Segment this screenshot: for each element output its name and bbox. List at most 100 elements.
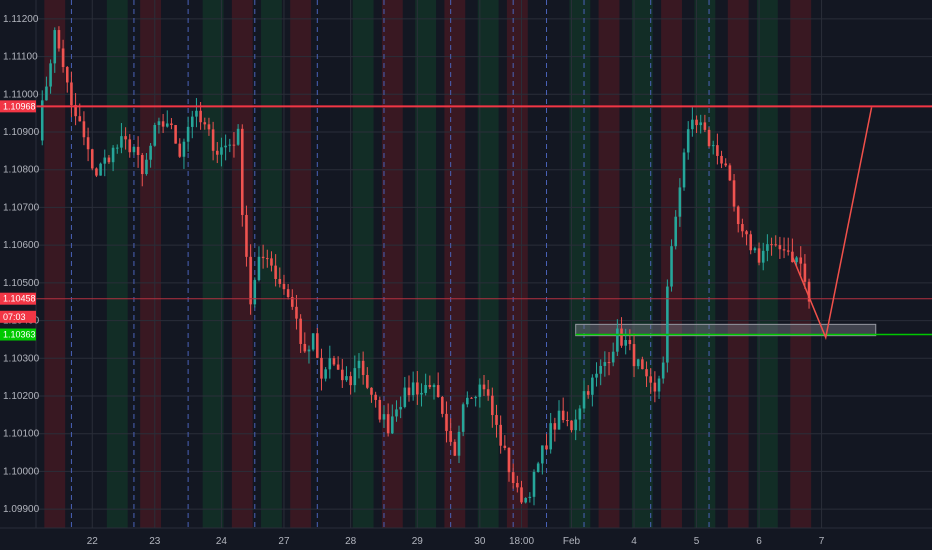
- candle-body[interactable]: [378, 399, 382, 420]
- candle-body[interactable]: [536, 463, 540, 472]
- candle-body[interactable]: [499, 424, 502, 446]
- candle-body[interactable]: [461, 404, 465, 432]
- candle-body[interactable]: [766, 244, 769, 251]
- candle-body[interactable]: [728, 165, 732, 181]
- candle-body[interactable]: [311, 333, 315, 350]
- candle-body[interactable]: [561, 410, 565, 421]
- candle-body[interactable]: [503, 445, 507, 448]
- horizontal-levels[interactable]: [36, 105, 932, 336]
- candle-body[interactable]: [541, 445, 544, 464]
- candle-body[interactable]: [328, 358, 332, 370]
- candle-body[interactable]: [466, 397, 469, 405]
- candle-body[interactable]: [257, 256, 261, 281]
- candle-body[interactable]: [795, 257, 798, 263]
- candle-body[interactable]: [386, 414, 390, 434]
- candle-body[interactable]: [757, 248, 761, 263]
- candle-body[interactable]: [511, 472, 515, 483]
- candle-body[interactable]: [153, 125, 157, 146]
- candle-body[interactable]: [416, 382, 419, 395]
- candle-body[interactable]: [357, 360, 361, 369]
- candle-body[interactable]: [203, 122, 207, 125]
- candle-body[interactable]: [407, 387, 411, 396]
- candle-body[interactable]: [57, 30, 61, 49]
- candle-body[interactable]: [707, 129, 711, 147]
- candle-body[interactable]: [699, 122, 702, 126]
- candle-body[interactable]: [361, 360, 365, 375]
- candle-body[interactable]: [128, 139, 132, 153]
- candle-body[interactable]: [170, 123, 173, 126]
- candle-body[interactable]: [749, 234, 753, 251]
- candle-body[interactable]: [145, 159, 148, 175]
- projection-line[interactable]: [791, 107, 873, 341]
- candle-body[interactable]: [611, 351, 615, 363]
- candle-body[interactable]: [736, 206, 740, 225]
- candle-body[interactable]: [724, 163, 728, 166]
- candle-body[interactable]: [674, 216, 677, 247]
- candle-body[interactable]: [436, 385, 440, 398]
- candle-body[interactable]: [82, 121, 86, 138]
- candle-body[interactable]: [532, 471, 536, 497]
- candle-body[interactable]: [224, 145, 227, 148]
- candle-body[interactable]: [324, 369, 327, 379]
- candle-body[interactable]: [716, 145, 719, 156]
- candle-body[interactable]: [124, 136, 127, 140]
- candle-body[interactable]: [199, 110, 202, 123]
- candle-body[interactable]: [653, 382, 657, 392]
- candle-body[interactable]: [186, 126, 190, 142]
- candle-body[interactable]: [786, 250, 790, 252]
- candle-body[interactable]: [624, 340, 627, 346]
- candle-body[interactable]: [457, 431, 461, 456]
- candle-body[interactable]: [120, 136, 123, 148]
- candle-body[interactable]: [207, 124, 211, 130]
- candle-body[interactable]: [720, 155, 723, 164]
- candle-body[interactable]: [545, 445, 548, 450]
- support-zone[interactable]: [575, 323, 877, 337]
- candle-body[interactable]: [774, 244, 778, 246]
- candle-body[interactable]: [745, 231, 748, 235]
- candle-body[interactable]: [174, 125, 177, 144]
- candle-body[interactable]: [220, 147, 223, 155]
- candle-body[interactable]: [595, 373, 598, 378]
- candle-body[interactable]: [270, 258, 273, 266]
- candle-body[interactable]: [307, 349, 311, 352]
- candle-body[interactable]: [299, 318, 302, 344]
- candle-body[interactable]: [228, 144, 232, 146]
- candle-body[interactable]: [349, 376, 352, 386]
- candle-body[interactable]: [449, 430, 452, 442]
- candle-body[interactable]: [366, 374, 369, 388]
- candle-body[interactable]: [61, 48, 65, 68]
- candle-body[interactable]: [303, 343, 307, 352]
- candle-body[interactable]: [441, 397, 444, 414]
- price-tag[interactable]: 07:03: [0, 310, 36, 323]
- candle-body[interactable]: [232, 144, 236, 146]
- candle-body[interactable]: [278, 278, 282, 284]
- candle-body[interactable]: [65, 67, 69, 83]
- candle-body[interactable]: [549, 423, 552, 450]
- candle-body[interactable]: [178, 143, 182, 157]
- candle-body[interactable]: [591, 377, 594, 395]
- candle-body[interactable]: [482, 384, 486, 390]
- candle-body[interactable]: [474, 396, 477, 399]
- candle-body[interactable]: [636, 359, 640, 367]
- candle-body[interactable]: [49, 63, 52, 87]
- candle-body[interactable]: [516, 482, 519, 488]
- candle-body[interactable]: [215, 150, 219, 155]
- candle-body[interactable]: [345, 376, 348, 381]
- candle-body[interactable]: [495, 415, 498, 425]
- candle-body[interactable]: [632, 344, 636, 367]
- price-tag[interactable]: 1.10458: [0, 292, 36, 305]
- candle-body[interactable]: [782, 249, 786, 251]
- candle-body[interactable]: [732, 180, 736, 207]
- candle-body[interactable]: [570, 420, 573, 431]
- candle-body[interactable]: [136, 146, 140, 155]
- candle-body[interactable]: [111, 147, 115, 163]
- candle-body[interactable]: [603, 362, 607, 366]
- candle-body[interactable]: [95, 168, 98, 176]
- candle-body[interactable]: [370, 387, 373, 395]
- candle-body[interactable]: [691, 119, 694, 130]
- candle-body[interactable]: [149, 145, 152, 160]
- candle-body[interactable]: [478, 384, 482, 397]
- candle-body[interactable]: [486, 389, 490, 396]
- candle-body[interactable]: [445, 413, 448, 431]
- candle-body[interactable]: [78, 116, 82, 122]
